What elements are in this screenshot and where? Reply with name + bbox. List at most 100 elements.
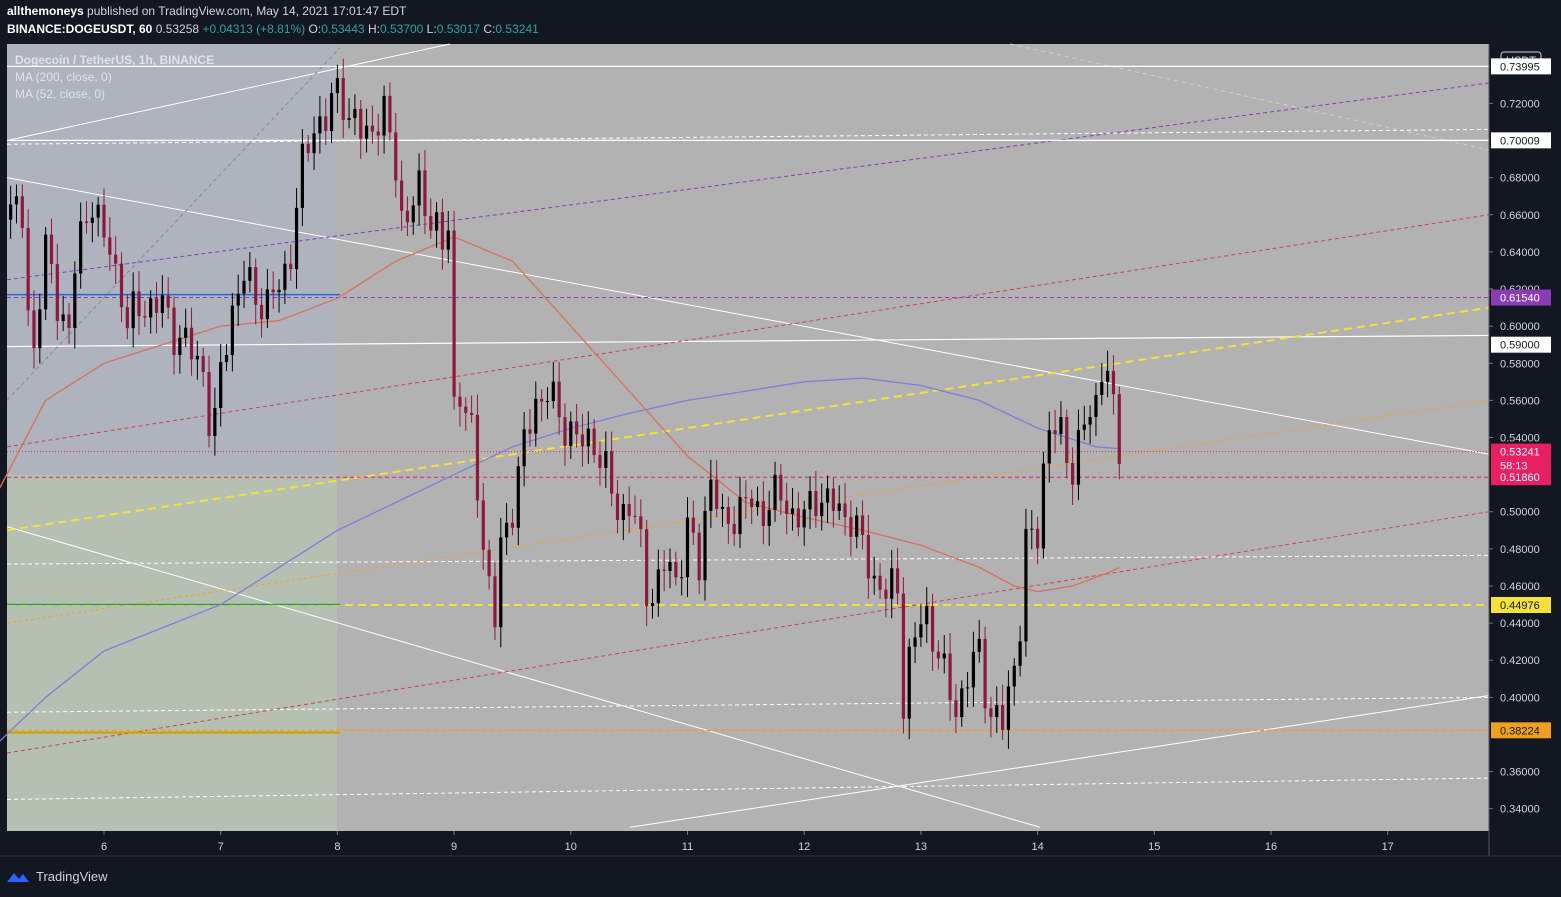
open-value: 0.53443 [321,22,365,36]
candle-body [744,497,748,499]
candle-body [1076,429,1081,485]
candle-body [983,638,987,709]
legend-title: Dogecoin / TetherUS, 1h, BINANCE [15,53,215,67]
candle-body [318,116,322,134]
candle-body [954,700,958,718]
candle-body [995,704,999,718]
candle-body [960,688,964,718]
price-label: 0.44976 [1500,600,1540,612]
candle-body [703,510,707,581]
candle-body [925,606,929,625]
time-axis-bg [0,831,1489,897]
candle-body [510,522,515,528]
candle-body [108,237,112,255]
candle-body [790,508,795,514]
legend-ma200: MA (200, close, 0) [15,70,112,84]
trendline-gray [6,47,341,401]
candle-body [143,316,147,318]
candle-body [341,77,345,120]
candle-body [458,396,462,407]
publish-line: allthemoneys published on TradingView.co… [7,4,406,18]
candle-body [814,490,818,517]
x-tick-label: 13 [915,841,927,853]
candle-body [201,355,205,373]
candle-body [773,474,777,510]
y-tick-label: 0.36000 [1500,767,1540,779]
candle-body [440,212,445,250]
symbol: BINANCE:DOGEUSDT, 60 [7,22,153,36]
footer-brand[interactable]: TradingView [6,869,108,884]
candle-body [1088,417,1092,425]
candle-body [808,490,812,510]
candle-body [359,108,363,139]
level-dashed-0.70 [6,128,1490,145]
candle-body [376,131,380,136]
publisher-name[interactable]: allthemoneys [7,4,84,18]
candle-body [738,497,742,535]
candle-body [464,406,468,413]
candle-body [621,504,625,520]
candle-body [551,381,555,402]
candle-body [434,212,439,231]
y-tick-label: 0.40000 [1500,692,1540,704]
candle-body [615,493,620,520]
x-tick-label: 8 [334,841,340,853]
candle-body [61,314,65,322]
candle-body [919,624,923,638]
candle-body [254,267,258,305]
candle-body [394,132,398,181]
candle-body [685,517,690,578]
candle-body [528,429,532,434]
price-label-bg [1491,469,1551,486]
candle-body [761,501,765,526]
candle-body [1082,424,1086,430]
candle-body [820,502,824,517]
candle-body [242,280,246,294]
candle-body [563,417,567,446]
candle-body [499,537,503,628]
candle-body [936,651,941,659]
candle-body [569,421,573,446]
candle-body [79,221,83,274]
candle-body [178,337,182,355]
candle-body [755,501,760,508]
y-tick-label: 0.54000 [1500,433,1540,445]
candle-body [913,637,917,647]
candle-body [930,606,935,652]
candle-body [306,143,310,154]
candle-body [248,267,252,281]
x-tick-label: 14 [1031,841,1043,853]
candle-body [785,500,789,514]
candle-body [399,180,404,211]
candle-body [294,207,299,270]
candle-body [627,504,631,516]
candle-body [44,234,48,310]
candle-body [1047,430,1051,464]
low-value: 0.53017 [436,22,481,36]
price-label: 0.59000 [1500,340,1540,352]
candle-body [219,362,223,408]
ma200-line [0,377,1120,742]
candle-body [586,428,590,447]
candle-body [802,509,806,528]
x-tick-label: 6 [101,841,107,853]
candle-body [989,708,993,718]
candle-body [172,307,176,355]
candle-body [1012,665,1016,687]
candle-body [189,327,194,360]
candle-body [907,646,911,719]
candle-body [1059,417,1063,435]
x-tick-label: 17 [1382,841,1394,853]
candle-body [470,412,474,415]
trendline-red-upper [6,214,1490,448]
x-tick-label: 10 [565,841,577,853]
candle-body [84,221,89,223]
price-label: 0.38224 [1500,725,1540,737]
trendline-descending-upper [6,177,1490,455]
candle-body [1024,528,1028,642]
candle-body [26,227,30,311]
candle-body [872,575,876,579]
x-tick-label: 15 [1148,841,1160,853]
candle-body [487,549,491,577]
